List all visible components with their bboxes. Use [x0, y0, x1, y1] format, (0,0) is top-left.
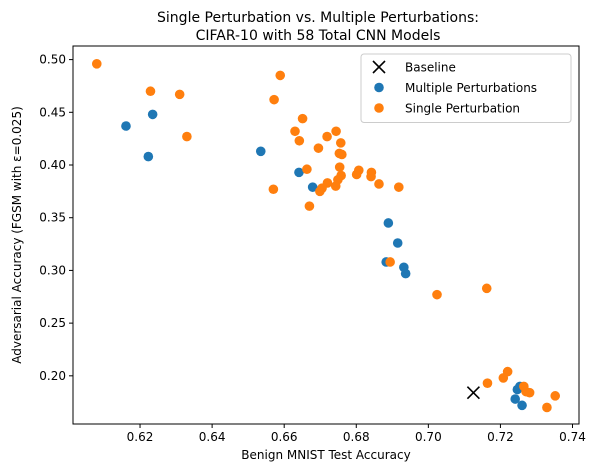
x-tick-label: 0.74	[559, 430, 586, 444]
legend-baseline-marker	[372, 60, 386, 74]
multiple-perturbations-point	[294, 167, 304, 178]
single-perturbation-point	[374, 179, 384, 189]
multiple-perturbations-point	[400, 268, 411, 279]
legend-baseline-label: Baseline	[405, 61, 456, 75]
single-perturbation-point	[290, 126, 300, 137]
single-perturbation-point	[432, 289, 442, 300]
legend-multiple-perturbations-marker	[374, 82, 384, 93]
y-tick-label: 0.20	[39, 369, 66, 383]
y-tick-label: 0.50	[39, 53, 66, 67]
single-perturbation-point	[275, 70, 286, 81]
single-perturbation-point	[145, 86, 156, 97]
single-perturbation-point	[91, 59, 102, 69]
multiple-perturbations-point	[517, 400, 527, 411]
plot-area-frame	[72, 45, 580, 425]
chart-title-line-2: CIFAR-10 with 58 Total CNN Models	[196, 28, 441, 44]
x-axis-label: Benign MNIST Test Accuracy	[241, 448, 410, 462]
single-perturbation-point	[313, 143, 324, 153]
single-perturbation-point	[268, 184, 279, 195]
single-perturbation-point	[269, 94, 279, 105]
single-perturbation-point	[337, 149, 347, 160]
y-tick-label: 0.35	[39, 211, 66, 225]
legend-box	[360, 53, 572, 123]
single-perturbation-point	[315, 186, 325, 197]
chart-title: Single Perturbation vs. Multiple Perturb…	[157, 10, 479, 44]
y-tick-label: 0.45	[39, 105, 66, 119]
single-perturbation-point	[482, 378, 493, 389]
y-tick-label: 0.40	[39, 158, 66, 172]
chart-title-line-1: Single Perturbation vs. Multiple Perturb…	[157, 10, 479, 26]
legend-single-perturbation-label: Single Perturbation	[405, 102, 520, 116]
x-axis-ticks: 0.62 0.64 0.66 0.68 0.70 0.72 0.74	[127, 424, 586, 444]
multiple-perturbations-point	[510, 394, 521, 404]
single-perturbation-point	[385, 257, 395, 267]
single-perturbation-point	[174, 89, 185, 100]
legend: Baseline Multiple Perturbations Single Per…	[360, 53, 572, 123]
single-perturbation-point	[524, 387, 535, 398]
single-perturbation-point	[322, 131, 332, 142]
data-points	[91, 59, 561, 413]
multiple-perturbations-point	[307, 182, 318, 192]
single-perturbation-point	[351, 169, 362, 180]
multiple-perturbations-point	[392, 238, 403, 248]
multiple-perturbations-point	[147, 109, 158, 120]
single-perturbation-point	[335, 138, 346, 148]
single-perturbation-point	[394, 182, 404, 192]
single-perturbation-point	[334, 162, 345, 172]
x-tick-label: 0.70	[415, 430, 442, 444]
single-perturbation-point	[366, 171, 376, 182]
single-perturbation-point	[331, 126, 341, 137]
y-axis-ticks: 0.20 0.25 0.30 0.35 0.40 0.45 0.50	[39, 53, 73, 383]
single-perturbation-point	[297, 113, 308, 124]
legend-multiple-perturbations-label: Multiple Perturbations	[405, 81, 537, 95]
x-tick-label: 0.66	[271, 430, 298, 444]
multiple-perturbations-point	[121, 121, 131, 131]
multiple-perturbations-point	[255, 146, 266, 157]
single-perturbation-point	[330, 181, 341, 191]
single-perturbation-point	[550, 391, 561, 401]
single-perturbation-point	[302, 164, 312, 175]
multiple-perturbations-point	[383, 218, 394, 228]
single-perturbation-point	[502, 366, 513, 377]
y-tick-label: 0.25	[39, 316, 66, 330]
single-perturbation-point	[304, 201, 315, 211]
y-tick-label: 0.30	[39, 263, 66, 277]
x-tick-label: 0.62	[127, 430, 154, 444]
x-tick-label: 0.64	[199, 430, 226, 444]
legend-single-perturbation-marker	[374, 103, 384, 113]
y-axis-label: Adversarial Accuracy (FGSM with ε=0.025)	[10, 106, 24, 364]
x-tick-label: 0.72	[487, 430, 514, 444]
x-tick-label: 0.68	[343, 430, 370, 444]
multiple-perturbations-point	[143, 151, 154, 162]
single-perturbation-point	[542, 402, 552, 413]
single-perturbation-point	[481, 283, 492, 294]
single-perturbation-point	[182, 131, 192, 142]
single-perturbation-point	[294, 135, 305, 146]
baseline-marker	[466, 386, 480, 400]
